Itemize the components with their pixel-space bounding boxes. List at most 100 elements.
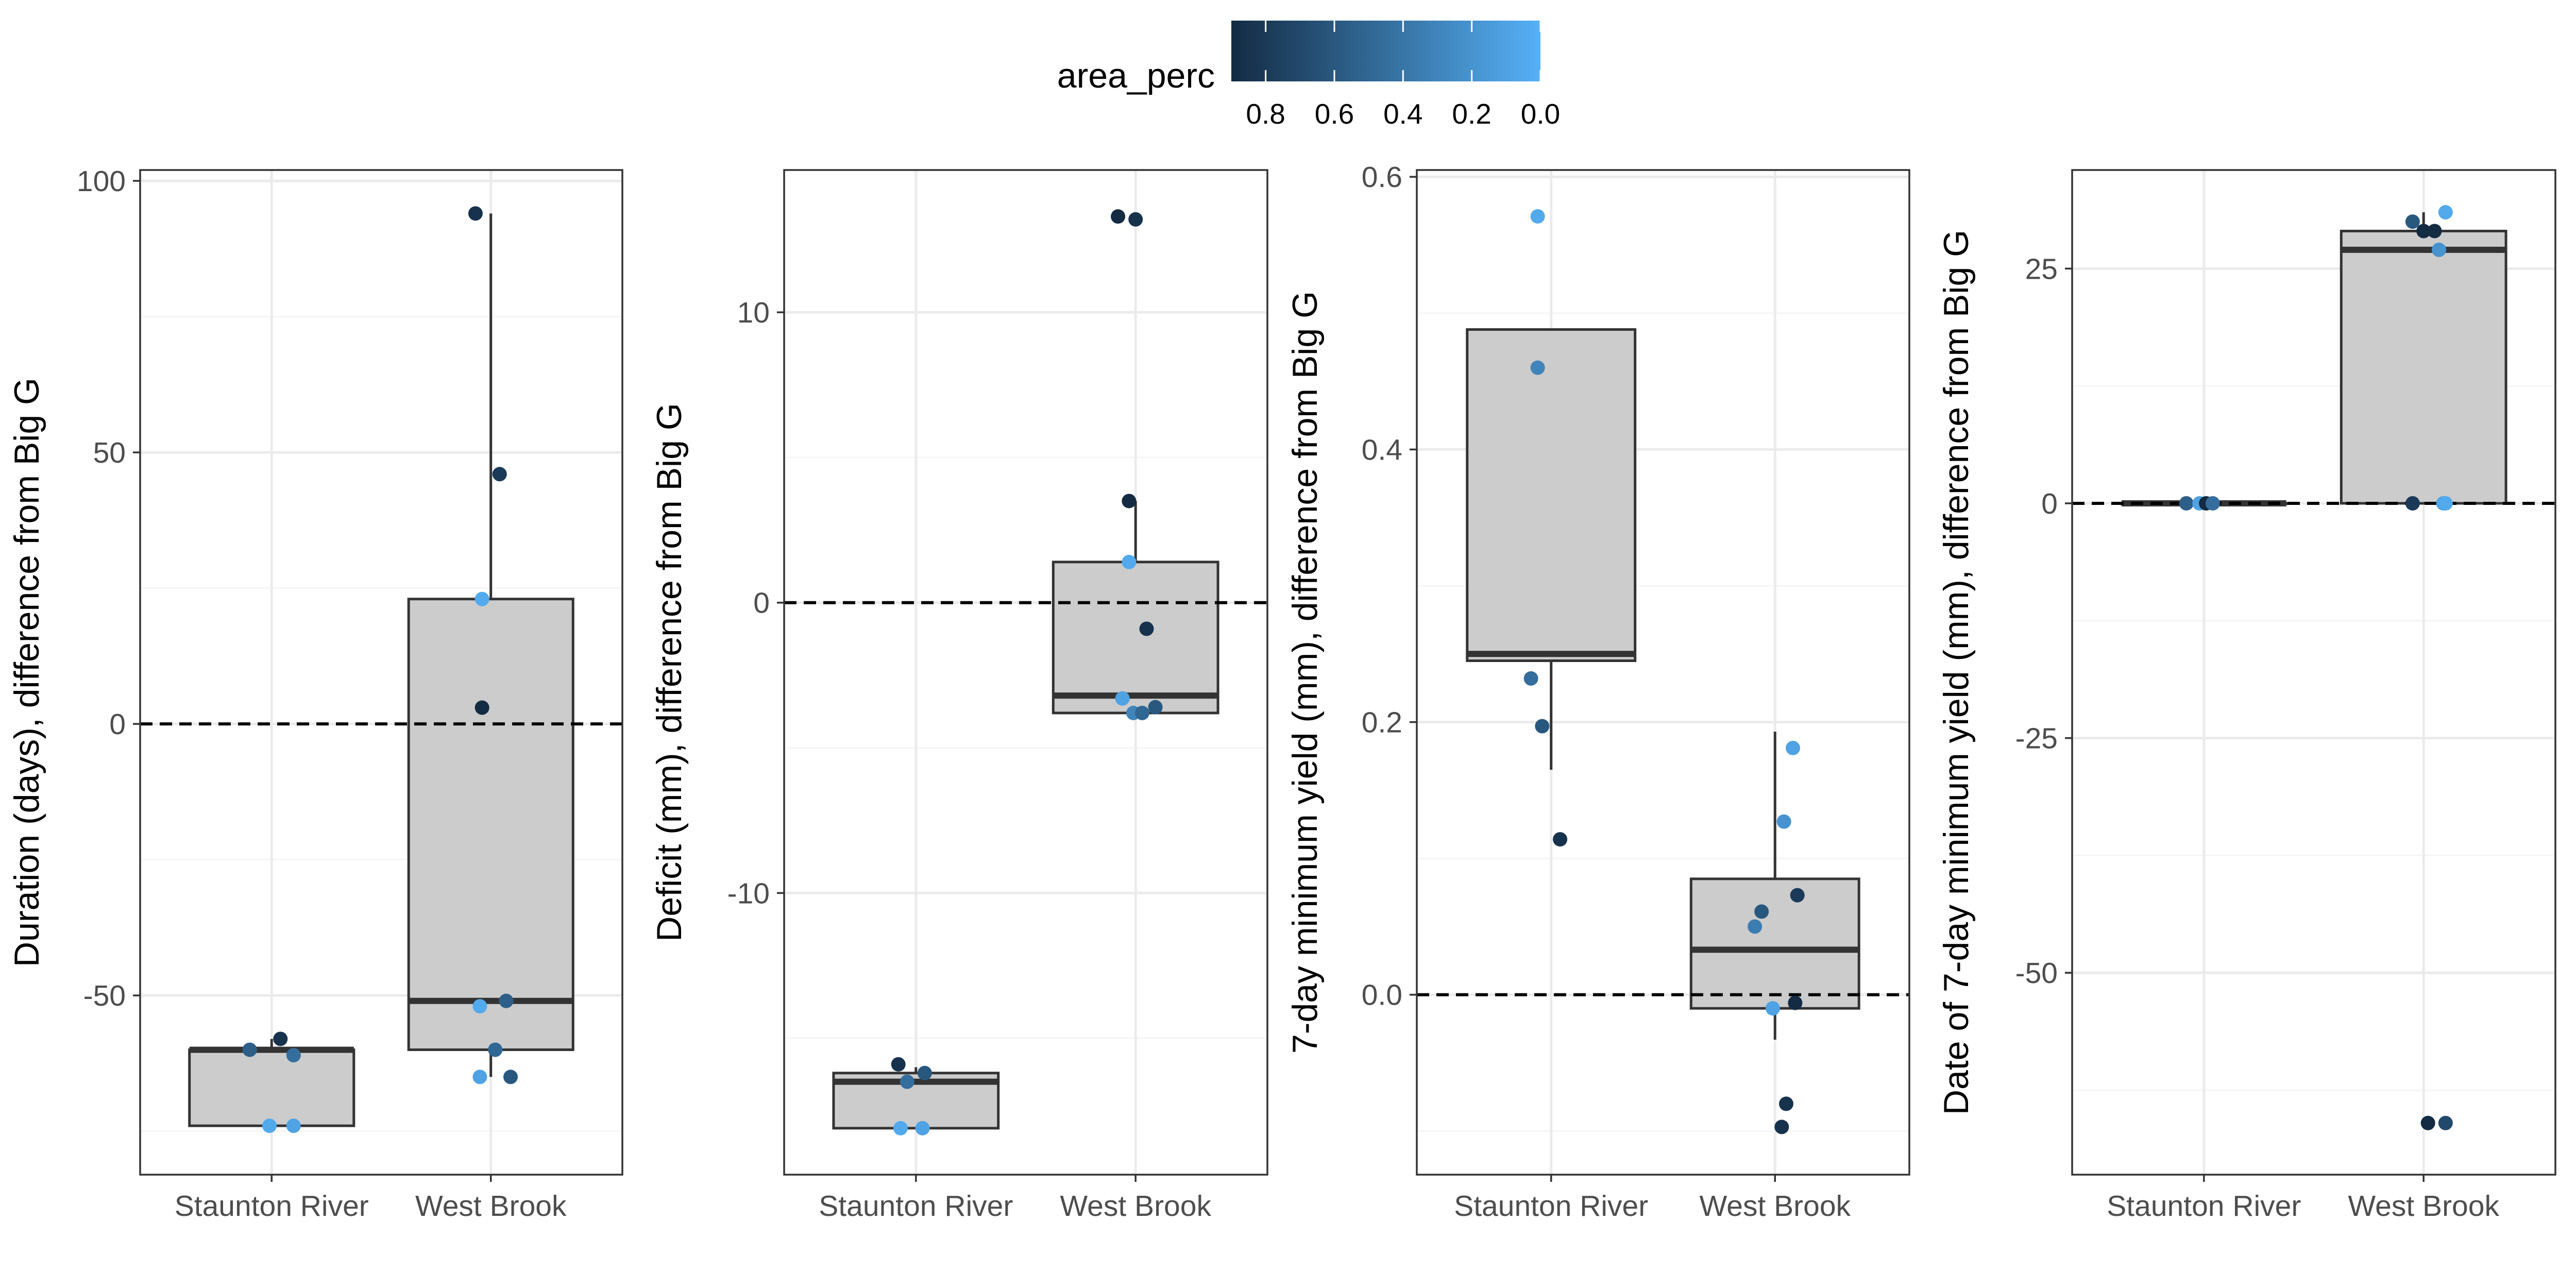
y-tick-label: 0.0	[1362, 979, 1402, 1012]
x-tick-label: West Brook	[415, 1190, 567, 1223]
y-axis-title: Deficit (mm), difference from Big G	[650, 403, 689, 941]
data-point	[1139, 621, 1154, 636]
data-point	[273, 1031, 288, 1046]
data-point	[2179, 496, 2194, 511]
legend-ticks: 0.8 0.6 0.4 0.2 0.0	[1246, 21, 1560, 130]
box-0	[188, 1039, 355, 1127]
x-tick-label: Staunton River	[1454, 1190, 1648, 1223]
data-point	[286, 1118, 301, 1133]
chart-panel: 0.0 0.2 0.4 0.6 Staunton River West Brook 7-da…	[1285, 161, 1910, 1223]
panel-border	[783, 169, 1268, 1176]
y-axis-title: Date of 7-day minimum yield (mm), differ…	[1937, 230, 1976, 1115]
x-tick-label: West Brook	[1060, 1190, 1211, 1223]
data-point	[1748, 919, 1762, 934]
x-tick-label: West Brook	[2348, 1190, 2499, 1223]
y-tick-label: -25	[2015, 722, 2058, 755]
panel-border	[2071, 169, 2556, 1176]
panel-background	[1417, 170, 1909, 1175]
data-point	[1774, 1120, 1789, 1134]
y-tick-label: 50	[93, 436, 126, 469]
y-tick-label: 0.4	[1362, 433, 1402, 466]
box-1	[1052, 501, 1219, 715]
legend-tick-label: 0.2	[1452, 98, 1491, 130]
data-point	[1786, 740, 1801, 755]
box-body	[188, 1048, 355, 1127]
y-tick-label: -50	[2015, 957, 2058, 990]
y-tick-label: 0	[753, 587, 770, 620]
data-point	[286, 1048, 301, 1063]
data-point	[1776, 814, 1791, 829]
legend-title: area_perc	[1057, 56, 1215, 95]
data-point	[1530, 360, 1545, 375]
data-point	[1535, 719, 1550, 734]
y-axis-title: 7-day minimum yield (mm), difference fro…	[1285, 291, 1325, 1054]
data-point	[242, 1042, 257, 1057]
legend-colorbar	[1231, 21, 1540, 81]
data-point	[1765, 1001, 1780, 1016]
y-tick-label: 100	[77, 165, 126, 198]
data-point	[1115, 691, 1130, 706]
data-point	[1122, 554, 1137, 569]
chart-panel: -10 0 10 Staunton River West Brook Deficit (m…	[650, 169, 1268, 1223]
data-point	[503, 1070, 518, 1084]
data-point	[472, 1070, 487, 1084]
legend-tick-label: 0.6	[1315, 98, 1354, 130]
data-point	[891, 1057, 906, 1072]
data-point	[893, 1121, 908, 1136]
panel-border	[139, 169, 623, 1176]
data-point	[1790, 888, 1805, 903]
y-tick-label: 0	[2041, 487, 2058, 520]
x-tick-label: Staunton River	[175, 1190, 369, 1223]
data-point	[474, 700, 489, 715]
y-tick-label: 0	[109, 708, 126, 741]
data-point	[2438, 1115, 2453, 1130]
box-0	[1466, 328, 1637, 770]
data-point	[1530, 209, 1545, 224]
box-0	[832, 1067, 1000, 1130]
box-1	[1689, 732, 1860, 1040]
data-point	[472, 999, 487, 1014]
legend-tick-label: 0.0	[1521, 98, 1560, 130]
y-tick-label: 0.6	[1362, 161, 1402, 194]
data-point	[2427, 224, 2442, 239]
data-point	[1523, 671, 1538, 686]
data-point	[1148, 700, 1163, 715]
chart-panel: -50 -25 0 25 Staunton River West Brook Date of…	[1937, 169, 2556, 1223]
data-point	[2405, 496, 2420, 511]
data-point	[1122, 494, 1137, 509]
data-point	[262, 1118, 277, 1133]
x-tick-label: Staunton River	[2107, 1190, 2301, 1223]
data-point	[1134, 705, 1149, 720]
data-point	[468, 206, 483, 221]
data-point	[2405, 214, 2420, 229]
data-point	[2438, 205, 2453, 220]
data-point	[2416, 224, 2431, 239]
data-point	[2432, 242, 2447, 257]
data-point	[1754, 904, 1769, 919]
legend-tick-label: 0.8	[1246, 98, 1285, 130]
box-1	[407, 213, 574, 1077]
data-point	[915, 1121, 930, 1136]
y-tick-label: 0.2	[1362, 706, 1402, 739]
data-point	[2205, 496, 2220, 511]
y-tick-label: 10	[737, 296, 770, 329]
data-point	[900, 1074, 914, 1089]
data-point	[2438, 496, 2453, 511]
box-body	[407, 598, 574, 1052]
box-body	[1689, 877, 1860, 1010]
box-body	[1466, 328, 1637, 663]
chart-panel: -50 0 50 100 Staunton River West Brook Duratio…	[7, 165, 623, 1223]
color-legend: area_perc 0.8 0.6 0.4 0.2 0.0	[1057, 21, 1560, 130]
y-tick-label: -50	[83, 979, 126, 1012]
x-tick-label: Staunton River	[819, 1190, 1013, 1223]
data-point	[1788, 995, 1803, 1010]
data-point	[1128, 212, 1143, 227]
data-point	[474, 591, 489, 606]
data-point	[488, 1042, 503, 1057]
y-tick-label: 25	[2025, 252, 2058, 285]
data-point	[1111, 209, 1126, 224]
data-point	[2420, 1115, 2435, 1130]
panel-border	[1416, 169, 1910, 1176]
